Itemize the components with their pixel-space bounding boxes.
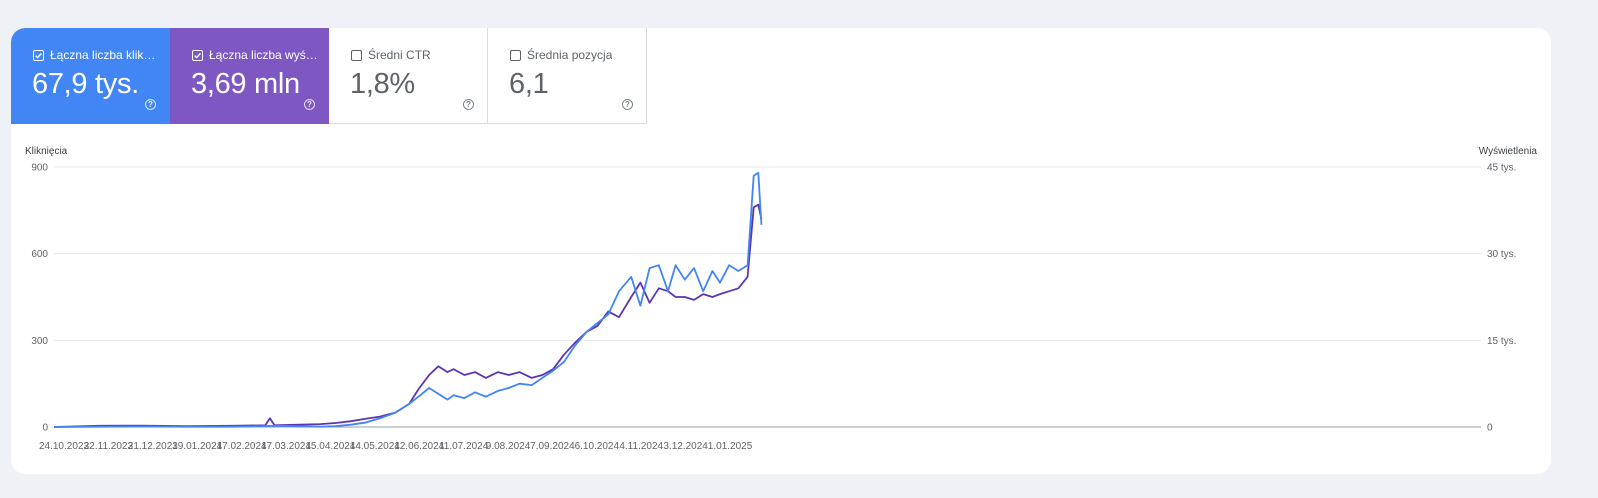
x-tick-label: 14.05.2024 (350, 441, 400, 452)
metric-header: Łączna liczba kliknięć (33, 48, 162, 62)
x-tick-label: 4.11.2024 (619, 441, 663, 452)
y-tick-label-left: 0 (42, 423, 48, 434)
metric-card-impressions[interactable]: Łączna liczba wyświetleń 3,69 mln ? (170, 28, 329, 124)
help-icon[interactable]: ? (304, 99, 315, 110)
left-axis-title: Kliknięcia (25, 146, 68, 157)
metric-card-clicks[interactable]: Łączna liczba kliknięć 67,9 tys. ? (11, 28, 170, 124)
line-chart[interactable]: 900 45 tys. 600 30 tys. 300 15 tys. 0 0 24.10.20… (11, 28, 1551, 474)
metric-selector: Łączna liczba kliknięć 67,9 tys. ? Łączn… (11, 28, 647, 124)
x-tick-label: 19.01.2024 (172, 441, 222, 452)
y-tick-label-left: 600 (31, 249, 48, 260)
help-icon[interactable]: ? (463, 99, 474, 110)
y-tick-label-right: 0 (1487, 423, 1493, 434)
checkbox-checked-icon[interactable] (192, 49, 203, 61)
x-tick-label: 7.09.2024 (530, 441, 575, 452)
metric-value: 1,8% (350, 68, 415, 100)
metric-value: 3,69 mln (191, 68, 300, 100)
x-tick-label: 22.11.2023 (84, 441, 134, 452)
checkbox-checked-icon[interactable] (33, 49, 44, 61)
series-line-impressions (53, 203, 763, 428)
checkbox-unchecked-icon[interactable] (510, 49, 521, 61)
metric-value: 6,1 (509, 68, 549, 100)
help-icon[interactable]: ? (622, 99, 633, 110)
help-icon[interactable]: ? (145, 99, 156, 110)
metric-header: Łączna liczba wyświetleń (192, 48, 321, 62)
x-tick-label: 12.06.2024 (394, 441, 444, 452)
x-tick-label: 6.10.2024 (575, 441, 620, 452)
y-tick-label-right: 15 tys. (1487, 336, 1516, 347)
performance-card: Łączna liczba kliknięć 67,9 tys. ? Łączn… (11, 28, 1551, 474)
metric-header: Średnia pozycja (510, 48, 612, 62)
x-tick-label: 24.10.2023 (39, 441, 89, 452)
right-axis-title: Wyświetlenia (1478, 146, 1537, 157)
x-tick-label: 15.04.2024 (305, 441, 355, 452)
y-tick-label-left: 900 (31, 163, 48, 174)
x-tick-label: 17.02.2024 (217, 441, 267, 452)
y-tick-label-right: 30 tys. (1487, 249, 1516, 260)
x-tick-label: 11.07.2024 (439, 441, 489, 452)
x-tick-label: 3.12.2024 (663, 441, 708, 452)
metric-card-ctr[interactable]: Średni CTR 1,8% ? (329, 28, 488, 124)
metric-card-position[interactable]: Średnia pozycja 6,1 ? (488, 28, 647, 124)
series-line-clicks (53, 171, 763, 428)
metric-value: 67,9 tys. (32, 68, 139, 100)
y-tick-label-right: 45 tys. (1487, 163, 1516, 174)
checkbox-unchecked-icon[interactable] (351, 49, 362, 61)
y-tick-label-left: 300 (31, 336, 48, 347)
x-tick-label: 21.12.2023 (128, 441, 178, 452)
x-tick-label: 9.08.2024 (486, 441, 531, 452)
metric-header: Średni CTR (351, 48, 431, 62)
x-tick-label: 17.03.2024 (261, 441, 311, 452)
x-tick-label: 1.01.2025 (708, 441, 753, 452)
